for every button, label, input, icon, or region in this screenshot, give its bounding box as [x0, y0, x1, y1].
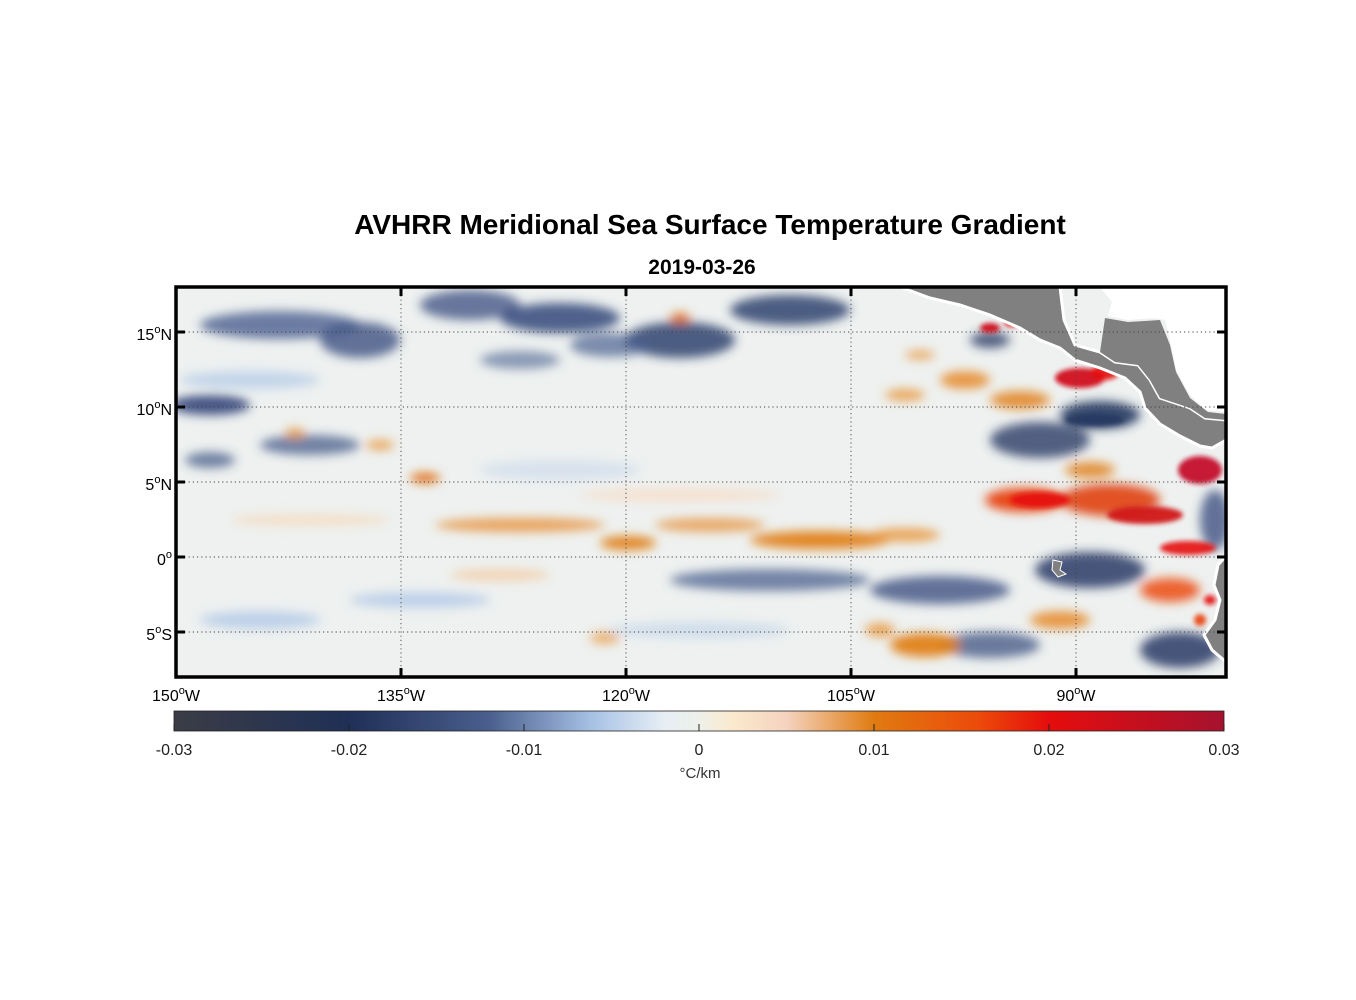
land-galapagos	[1051, 559, 1068, 578]
lat-label: 0o	[157, 549, 172, 569]
colorbar-tick-label: 0.01	[858, 742, 889, 759]
colorbar-tick-label: -0.01	[506, 742, 543, 759]
map-panel	[174, 285, 1228, 679]
lat-label: 5oN	[145, 474, 172, 494]
chart-title: AVHRR Meridional Sea Surface Temperature…	[354, 209, 1066, 240]
lon-label: 135oW	[377, 685, 426, 705]
colorbar-tick-label: -0.03	[156, 742, 193, 759]
longitude-labels: 150oW 135oW 120oW 105oW 90oW	[152, 685, 1096, 705]
colorbar-tick-label: 0.02	[1033, 742, 1064, 759]
lat-label: 15oN	[137, 324, 172, 344]
lat-label: 10oN	[137, 399, 172, 419]
colorbar-units: °C/km	[680, 765, 721, 782]
lon-label: 150oW	[152, 685, 201, 705]
colorbar-tick-label: -0.02	[331, 742, 368, 759]
colorbar-tick-label: 0	[695, 742, 704, 759]
lon-label: 90oW	[1056, 685, 1096, 705]
sst-gradient-field	[176, 287, 1226, 677]
lon-label: 105oW	[827, 685, 876, 705]
land-yucatan	[1100, 287, 1226, 412]
lon-label: 120oW	[602, 685, 651, 705]
land-mexico	[899, 287, 1226, 450]
chart-subtitle: 2019-03-26	[648, 256, 755, 279]
colorbar-ticks: -0.03 -0.02 -0.01 0 0.01 0.02 0.03	[156, 724, 1240, 759]
land-caribbean-coast	[1100, 318, 1226, 420]
land-south-america	[1202, 553, 1226, 664]
land-masses	[899, 287, 1226, 664]
colorbar: -0.03 -0.02 -0.01 0 0.01 0.02 0.03 °C/km	[156, 710, 1240, 782]
gridlines	[176, 287, 1226, 677]
frame-ticks	[174, 287, 1226, 677]
colorbar-tick-label: 0.03	[1208, 742, 1239, 759]
latitude-labels: 15oN 10oN 5oN 0o 5oS	[137, 324, 172, 644]
lat-label: 5oS	[146, 624, 172, 644]
